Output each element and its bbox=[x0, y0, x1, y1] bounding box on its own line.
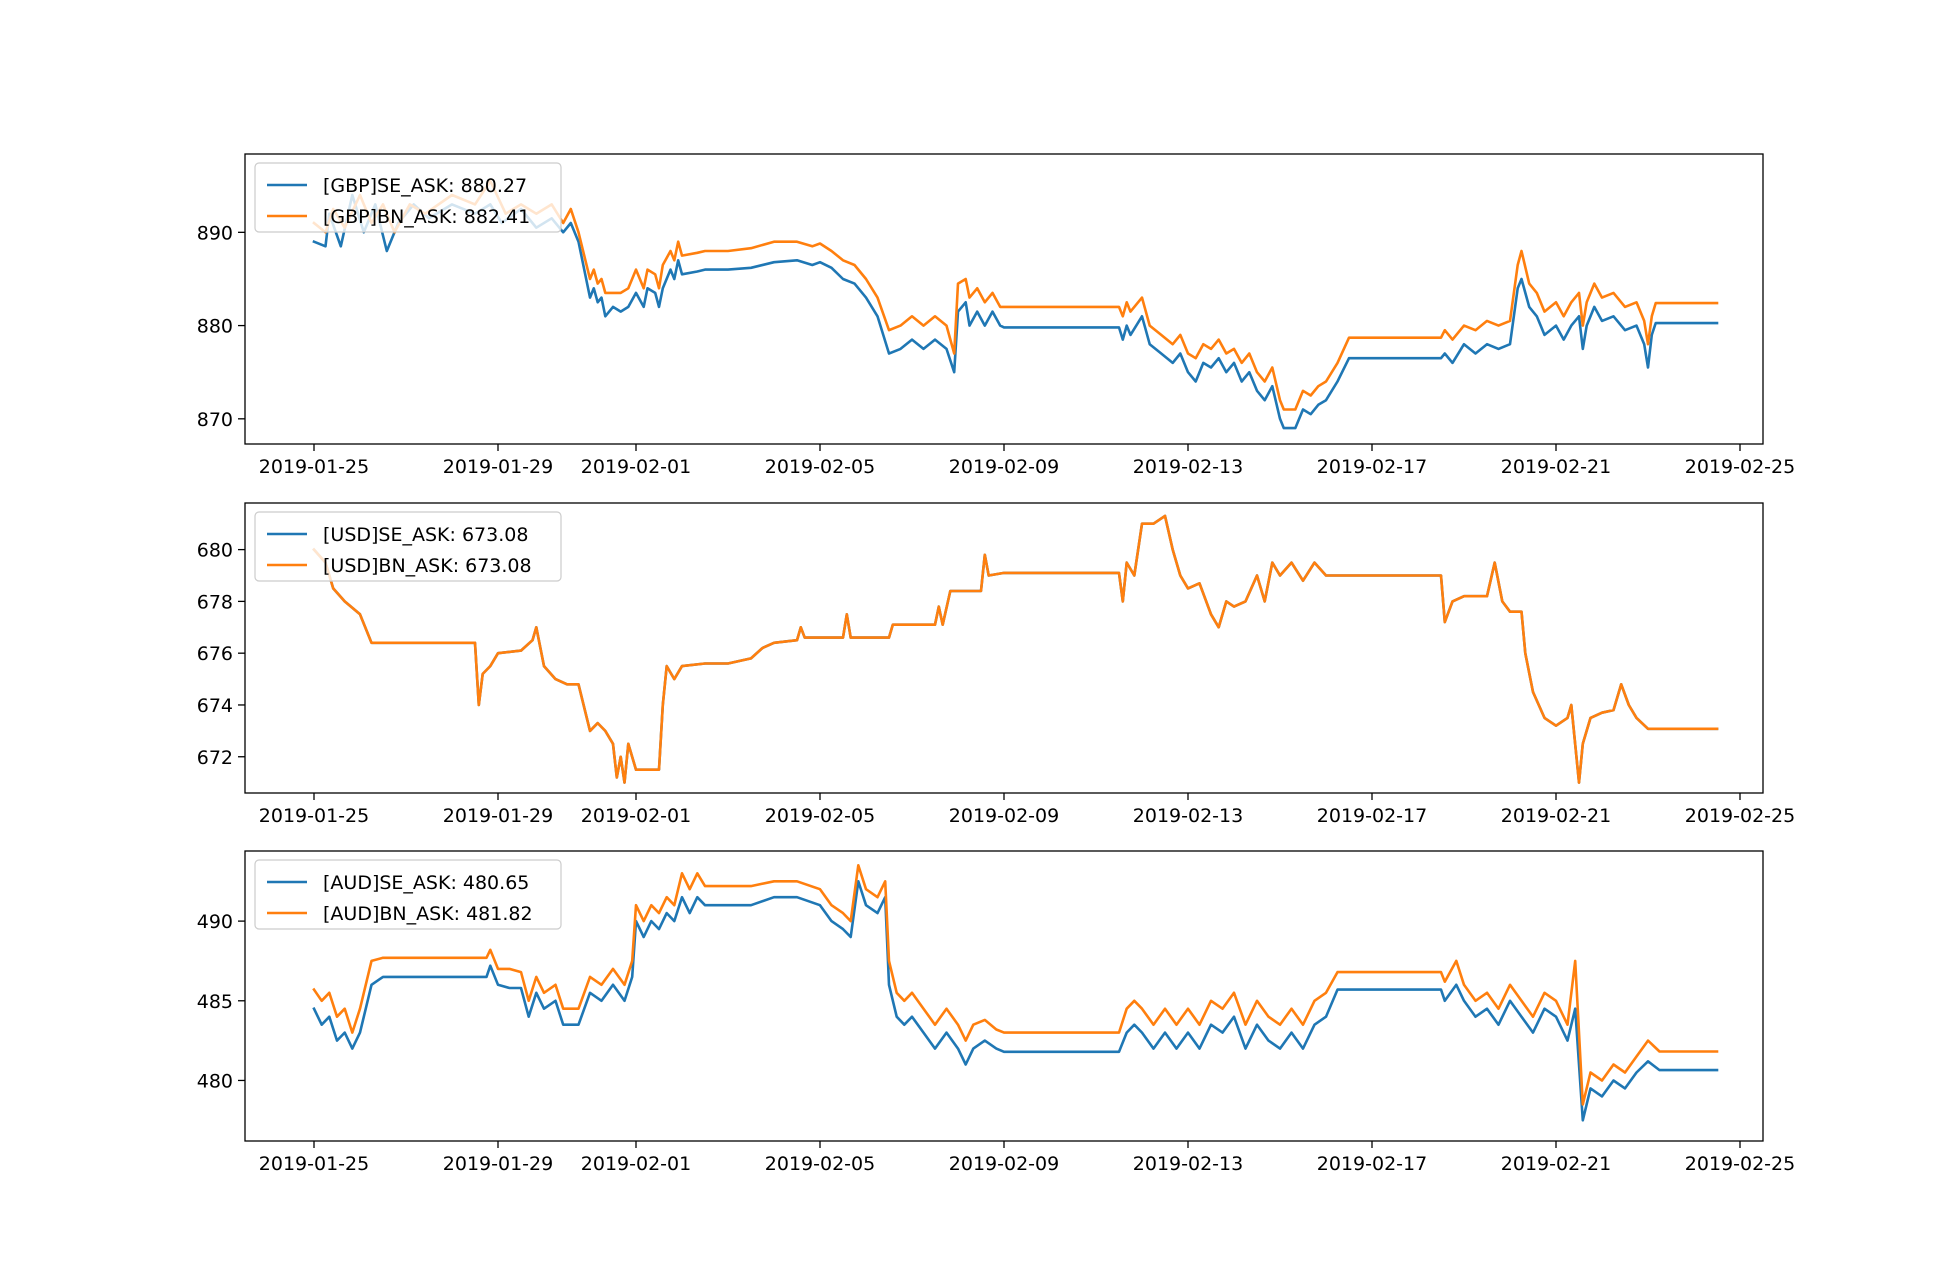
y-tick-label: 890 bbox=[197, 222, 233, 244]
legend: [GBP]SE_ASK: 880.27 [GBP]BN_ASK: 882.41 bbox=[254, 162, 562, 233]
chart-panels: 2019-01-25 2019-01-29 2019-02-01 2019-02-05… bbox=[197, 153, 1795, 1175]
legend: [AUD]SE_ASK: 480.65 [AUD]BN_ASK: 481.82 bbox=[254, 859, 562, 930]
y-tick-label: 485 bbox=[197, 991, 233, 1013]
y-tick-label: 676 bbox=[197, 643, 233, 665]
x-tick-label: 2019-02-09 bbox=[949, 1153, 1059, 1175]
x-tick-label: 2019-02-17 bbox=[1317, 1153, 1427, 1175]
legend-box bbox=[254, 859, 562, 930]
x-tick-label: 2019-02-01 bbox=[581, 456, 691, 478]
x-tick-label: 2019-01-29 bbox=[443, 1153, 553, 1175]
series-line-2 bbox=[312, 514, 1719, 784]
x-tick-label: 2019-01-29 bbox=[443, 805, 553, 827]
x-tick-label: 2019-02-01 bbox=[581, 1153, 691, 1175]
y-tick-label: 490 bbox=[197, 911, 233, 933]
legend-label: [GBP]SE_ASK: 880.27 bbox=[323, 175, 527, 197]
x-tick-label: 2019-02-13 bbox=[1133, 456, 1243, 478]
legend-box bbox=[254, 511, 562, 582]
x-tick-label: 2019-02-17 bbox=[1317, 805, 1427, 827]
series-line-2 bbox=[312, 864, 1719, 1106]
y-tick-label: 680 bbox=[197, 540, 233, 562]
x-tick-label: 2019-02-05 bbox=[765, 456, 875, 478]
x-tick-label: 2019-02-13 bbox=[1133, 1153, 1243, 1175]
x-tick-label: 2019-01-25 bbox=[259, 1153, 369, 1175]
series-line-1 bbox=[312, 193, 1719, 430]
x-tick-label: 2019-02-25 bbox=[1685, 1153, 1795, 1175]
legend-label: [USD]SE_ASK: 673.08 bbox=[323, 524, 528, 546]
chart-panel-3: 2019-01-25 2019-01-29 2019-02-01 2019-02-05… bbox=[197, 850, 1795, 1175]
x-tick-label: 2019-02-21 bbox=[1501, 1153, 1611, 1175]
x-tick-label: 2019-02-21 bbox=[1501, 456, 1611, 478]
x-tick-label: 2019-02-09 bbox=[949, 456, 1059, 478]
legend-label: [USD]BN_ASK: 673.08 bbox=[323, 555, 532, 577]
y-tick-label: 870 bbox=[197, 409, 233, 431]
legend-label: [AUD]BN_ASK: 481.82 bbox=[323, 903, 533, 925]
chart-panel-2: 2019-01-25 2019-01-29 2019-02-01 2019-02-05… bbox=[197, 502, 1795, 827]
series-line-1 bbox=[312, 880, 1719, 1122]
x-tick-label: 2019-02-25 bbox=[1685, 805, 1795, 827]
legend-label: [GBP]BN_ASK: 882.41 bbox=[323, 206, 530, 228]
series-line-2 bbox=[312, 179, 1719, 411]
chart-panel-1: 2019-01-25 2019-01-29 2019-02-01 2019-02-05… bbox=[197, 153, 1795, 478]
x-tick-label: 2019-02-13 bbox=[1133, 805, 1243, 827]
x-tick-label: 2019-02-09 bbox=[949, 805, 1059, 827]
x-tick-label: 2019-02-01 bbox=[581, 805, 691, 827]
legend-box bbox=[254, 162, 562, 233]
x-tick-label: 2019-02-25 bbox=[1685, 456, 1795, 478]
x-tick-label: 2019-01-25 bbox=[259, 805, 369, 827]
legend-label: [AUD]SE_ASK: 480.65 bbox=[323, 872, 529, 894]
x-tick-label: 2019-01-25 bbox=[259, 456, 369, 478]
x-tick-label: 2019-02-17 bbox=[1317, 456, 1427, 478]
y-tick-label: 672 bbox=[197, 747, 233, 769]
x-tick-label: 2019-02-05 bbox=[765, 805, 875, 827]
y-tick-label: 674 bbox=[197, 695, 233, 717]
x-tick-label: 2019-02-21 bbox=[1501, 805, 1611, 827]
x-tick-label: 2019-02-05 bbox=[765, 1153, 875, 1175]
y-tick-label: 880 bbox=[197, 316, 233, 338]
y-tick-label: 480 bbox=[197, 1070, 233, 1092]
x-tick-label: 2019-01-29 bbox=[443, 456, 553, 478]
legend: [USD]SE_ASK: 673.08 [USD]BN_ASK: 673.08 bbox=[254, 511, 562, 582]
y-tick-label: 678 bbox=[197, 591, 233, 613]
